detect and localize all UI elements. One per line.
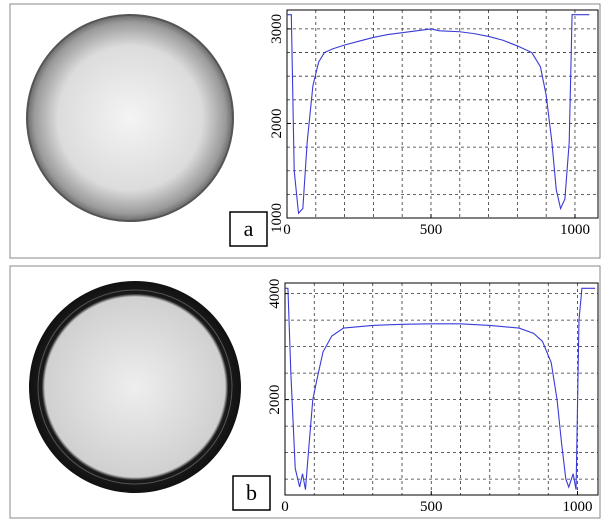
x-tick-label: 500	[420, 222, 443, 238]
panel-label-box	[229, 211, 268, 247]
disk-image	[26, 14, 234, 222]
x-tick-label: 1000	[560, 222, 590, 238]
panel-label: a	[244, 216, 254, 241]
panel-frame	[9, 3, 601, 259]
x-tick-label: 500	[420, 499, 443, 515]
y-tick-label: 1000	[269, 203, 285, 233]
x-tick-label: 0	[281, 499, 289, 515]
y-tick-label: 2000	[269, 108, 285, 138]
y-tick-label: 4000	[267, 279, 283, 309]
x-tick-label: 0	[283, 222, 291, 238]
panel-label-box	[232, 475, 271, 511]
disk-rim	[37, 289, 233, 485]
panel-frame	[9, 265, 601, 519]
y-tick-label: 3000	[269, 14, 285, 44]
plot-frame	[286, 9, 599, 219]
x-tick-label: 1000	[563, 499, 593, 515]
profile-line	[285, 287, 596, 490]
disk-image	[29, 281, 241, 493]
panel-label: b	[246, 480, 257, 505]
profile-line	[287, 14, 590, 215]
plot-frame	[284, 282, 599, 496]
y-tick-label: 2000	[267, 385, 283, 415]
